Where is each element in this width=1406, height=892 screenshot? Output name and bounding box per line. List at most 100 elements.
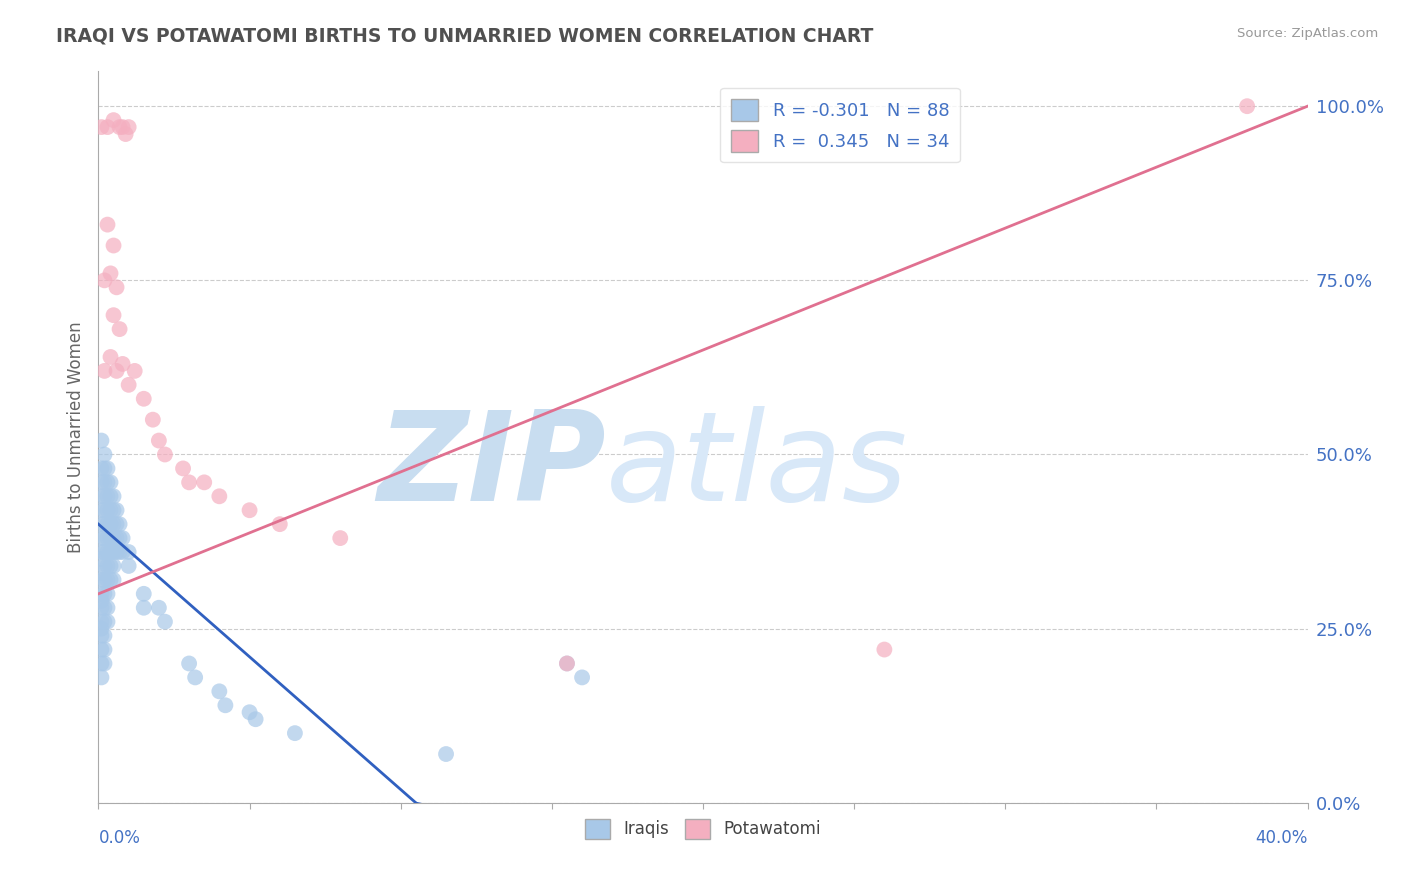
Point <box>90 587 112 601</box>
Point <box>179 657 201 671</box>
Point <box>96 587 118 601</box>
Point <box>103 489 125 503</box>
Point <box>90 434 112 448</box>
Point <box>100 545 122 559</box>
Point <box>108 120 131 134</box>
Point <box>96 461 118 475</box>
Point <box>90 622 112 636</box>
Point <box>111 120 134 134</box>
Point <box>90 642 112 657</box>
Text: ZIP: ZIP <box>378 406 606 527</box>
Point <box>96 475 118 490</box>
Point <box>93 448 115 462</box>
Point <box>100 573 122 587</box>
Point <box>555 657 578 671</box>
Point <box>214 698 236 713</box>
Point <box>103 238 125 252</box>
Text: 0.0%: 0.0% <box>98 829 141 847</box>
Point <box>105 517 128 532</box>
Point <box>90 657 112 671</box>
Point <box>93 558 115 573</box>
Point <box>96 489 118 503</box>
Point <box>96 218 118 232</box>
Point <box>108 545 131 559</box>
Point <box>142 412 165 426</box>
Point <box>111 357 134 371</box>
Point <box>103 308 125 322</box>
Point <box>105 545 128 559</box>
Point <box>118 120 141 134</box>
Point <box>329 531 352 545</box>
Point <box>90 120 112 134</box>
Text: IRAQI VS POTAWATOMI BIRTHS TO UNMARRIED WOMEN CORRELATION CHART: IRAQI VS POTAWATOMI BIRTHS TO UNMARRIED … <box>56 27 873 45</box>
Point <box>172 461 194 475</box>
Point <box>93 615 115 629</box>
Point <box>93 461 115 475</box>
Point <box>111 531 134 545</box>
Point <box>93 273 115 287</box>
Point <box>90 489 112 503</box>
Point <box>93 629 115 643</box>
Point <box>103 113 125 128</box>
Point <box>96 545 118 559</box>
Point <box>118 377 141 392</box>
Point <box>93 600 115 615</box>
Point <box>93 573 115 587</box>
Point <box>153 615 176 629</box>
Point <box>571 670 593 684</box>
Point <box>93 517 115 532</box>
Point <box>100 475 122 490</box>
Point <box>90 552 112 566</box>
Point <box>90 670 112 684</box>
Point <box>105 280 128 294</box>
Point <box>284 726 307 740</box>
Point <box>114 127 136 141</box>
Point <box>93 489 115 503</box>
Y-axis label: Births to Unmarried Women: Births to Unmarried Women <box>66 321 84 553</box>
Point <box>1236 99 1258 113</box>
Point <box>153 448 176 462</box>
Point <box>100 517 122 532</box>
Point <box>103 573 125 587</box>
Point <box>93 531 115 545</box>
Point <box>90 615 112 629</box>
Text: atlas: atlas <box>606 406 908 527</box>
Point <box>100 266 122 280</box>
Point <box>100 503 122 517</box>
Point <box>873 642 896 657</box>
Point <box>90 566 112 580</box>
Point <box>239 705 262 719</box>
Point <box>184 670 207 684</box>
Point <box>93 475 115 490</box>
Point <box>93 587 115 601</box>
Point <box>108 322 131 336</box>
Point <box>93 545 115 559</box>
Point <box>90 531 112 545</box>
Point <box>96 615 118 629</box>
Point <box>90 573 112 587</box>
Point <box>90 517 112 532</box>
Point <box>555 657 578 671</box>
Point <box>93 642 115 657</box>
Point <box>96 600 118 615</box>
Point <box>90 461 112 475</box>
Point <box>245 712 267 726</box>
Point <box>100 558 122 573</box>
Point <box>105 364 128 378</box>
Point <box>100 531 122 545</box>
Point <box>434 747 457 761</box>
Point <box>96 503 118 517</box>
Point <box>96 120 118 134</box>
Point <box>90 503 112 517</box>
Point <box>90 629 112 643</box>
Point <box>132 600 155 615</box>
Point <box>93 364 115 378</box>
Point <box>93 657 115 671</box>
Point <box>105 503 128 517</box>
Point <box>103 558 125 573</box>
Point <box>90 600 112 615</box>
Point <box>239 503 262 517</box>
Point <box>103 517 125 532</box>
Text: Source: ZipAtlas.com: Source: ZipAtlas.com <box>1237 27 1378 40</box>
Point <box>269 517 291 532</box>
